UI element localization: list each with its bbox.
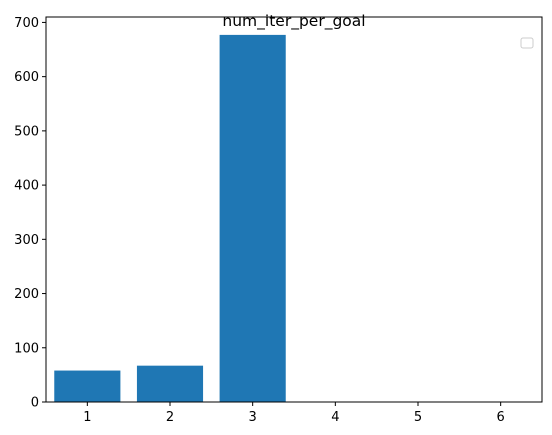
y-tick-label: 0 — [31, 396, 39, 411]
y-tick-label: 700 — [14, 16, 39, 31]
x-tick-label: 2 — [166, 410, 174, 425]
y-tick-label: 300 — [14, 233, 39, 248]
x-tick-label: 6 — [497, 410, 505, 425]
y-tick-label: 500 — [14, 124, 39, 139]
y-tick-label: 600 — [14, 70, 39, 85]
bar-2 — [136, 365, 204, 402]
x-tick-label: 1 — [83, 410, 91, 425]
legend-box — [520, 37, 534, 49]
chart-title: num_iter_per_goal — [222, 12, 365, 31]
x-tick-label: 3 — [249, 410, 257, 425]
bar-1 — [54, 370, 121, 402]
y-tick-label: 200 — [14, 287, 39, 302]
bars-group — [54, 34, 286, 402]
y-tick-label: 100 — [14, 341, 39, 356]
plot-frame — [45, 16, 543, 403]
bar-3 — [219, 34, 286, 402]
y-tick-label: 400 — [14, 179, 39, 194]
x-tick-label: 5 — [414, 410, 422, 425]
x-axis-ticks: 1 2 3 4 5 6 — [83, 402, 505, 425]
x-tick-label: 4 — [331, 410, 339, 425]
y-axis-ticks: 0 100 200 300 400 500 600 700 — [14, 16, 46, 411]
